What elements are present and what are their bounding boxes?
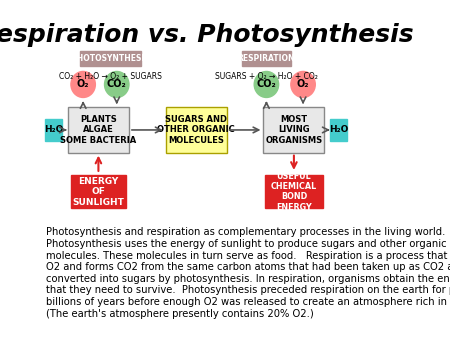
FancyBboxPatch shape: [242, 51, 291, 66]
Text: Respiration vs. Photosynthesis: Respiration vs. Photosynthesis: [0, 23, 414, 47]
Text: SUGARS AND
OTHER ORGANIC
MOLECULES: SUGARS AND OTHER ORGANIC MOLECULES: [158, 115, 235, 145]
Text: Photosynthesis and respiration as complementary processes in the living world.
P: Photosynthesis and respiration as comple…: [46, 227, 450, 319]
Circle shape: [291, 71, 315, 97]
Text: H₂O: H₂O: [329, 125, 348, 135]
Text: ENERGY
OF
SUNLIGHT: ENERGY OF SUNLIGHT: [72, 177, 124, 207]
Text: CO₂: CO₂: [107, 79, 126, 90]
Text: CO₂ + H₂O → O₂ + SUGARS: CO₂ + H₂O → O₂ + SUGARS: [59, 72, 162, 81]
FancyBboxPatch shape: [166, 107, 227, 153]
FancyBboxPatch shape: [330, 119, 347, 141]
FancyBboxPatch shape: [265, 175, 323, 208]
FancyBboxPatch shape: [71, 175, 126, 208]
FancyBboxPatch shape: [45, 119, 62, 141]
FancyBboxPatch shape: [68, 107, 129, 153]
Text: PLANTS
ALGAE
SOME BACTERIA: PLANTS ALGAE SOME BACTERIA: [60, 115, 136, 145]
Text: USEFUL
CHEMICAL
BOND
ENERGY: USEFUL CHEMICAL BOND ENERGY: [271, 172, 317, 212]
Text: SUGARS + O₂ → H₂O + CO₂: SUGARS + O₂ → H₂O + CO₂: [215, 72, 318, 81]
Text: CO₂: CO₂: [256, 79, 276, 90]
Text: RESPIRATION: RESPIRATION: [238, 54, 295, 63]
Text: O₂: O₂: [77, 79, 90, 90]
FancyBboxPatch shape: [80, 51, 141, 66]
Text: O₂: O₂: [297, 79, 309, 90]
Circle shape: [254, 71, 279, 97]
Text: MOST
LIVING
ORGANISMS: MOST LIVING ORGANISMS: [266, 115, 323, 145]
Circle shape: [71, 71, 95, 97]
Text: PHOTOSYNTHESIS: PHOTOSYNTHESIS: [71, 54, 150, 63]
Circle shape: [104, 71, 129, 97]
Text: H₂O: H₂O: [44, 125, 63, 135]
FancyBboxPatch shape: [263, 107, 324, 153]
